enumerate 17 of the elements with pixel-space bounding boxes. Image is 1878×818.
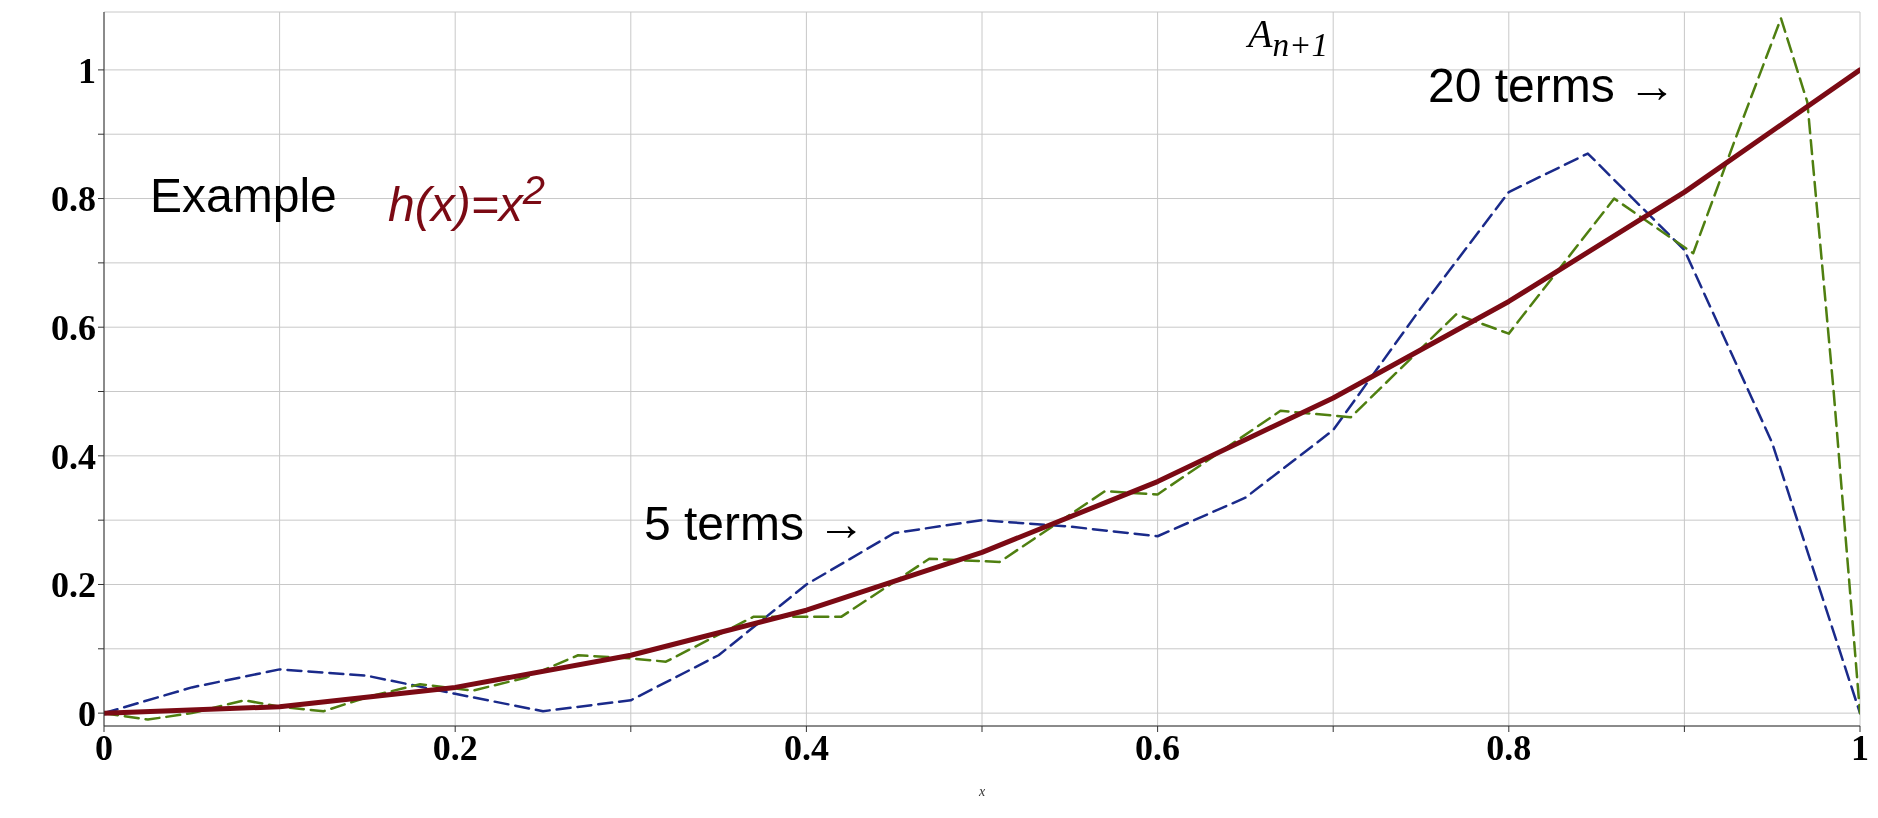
y-tick-label: 0.2 xyxy=(51,565,96,606)
x-tick-label: 0.6 xyxy=(1135,727,1181,768)
x-axis-title: x xyxy=(977,784,986,799)
annotation: Example xyxy=(150,168,337,223)
y-tick-label: 0.4 xyxy=(51,436,96,477)
x-tick-label: 1 xyxy=(1851,727,1869,768)
annotation: A$_{n+1}$ xyxy=(1248,10,1329,64)
y-tick-label: 0.6 xyxy=(51,307,96,348)
x-tick-label: 0.8 xyxy=(1486,727,1532,768)
x-tick-label: 0.2 xyxy=(432,727,478,768)
text: h(x)=x$^{2}$ xyxy=(388,168,545,232)
y-tick-label: 1 xyxy=(78,50,96,91)
series-label: 5 terms → xyxy=(644,496,866,551)
x-tick-label: 0.4 xyxy=(783,727,829,768)
y-tick-label: 0.8 xyxy=(51,179,96,220)
series-label: 20 terms → xyxy=(1428,58,1677,113)
y-tick-label: 0 xyxy=(78,693,96,734)
